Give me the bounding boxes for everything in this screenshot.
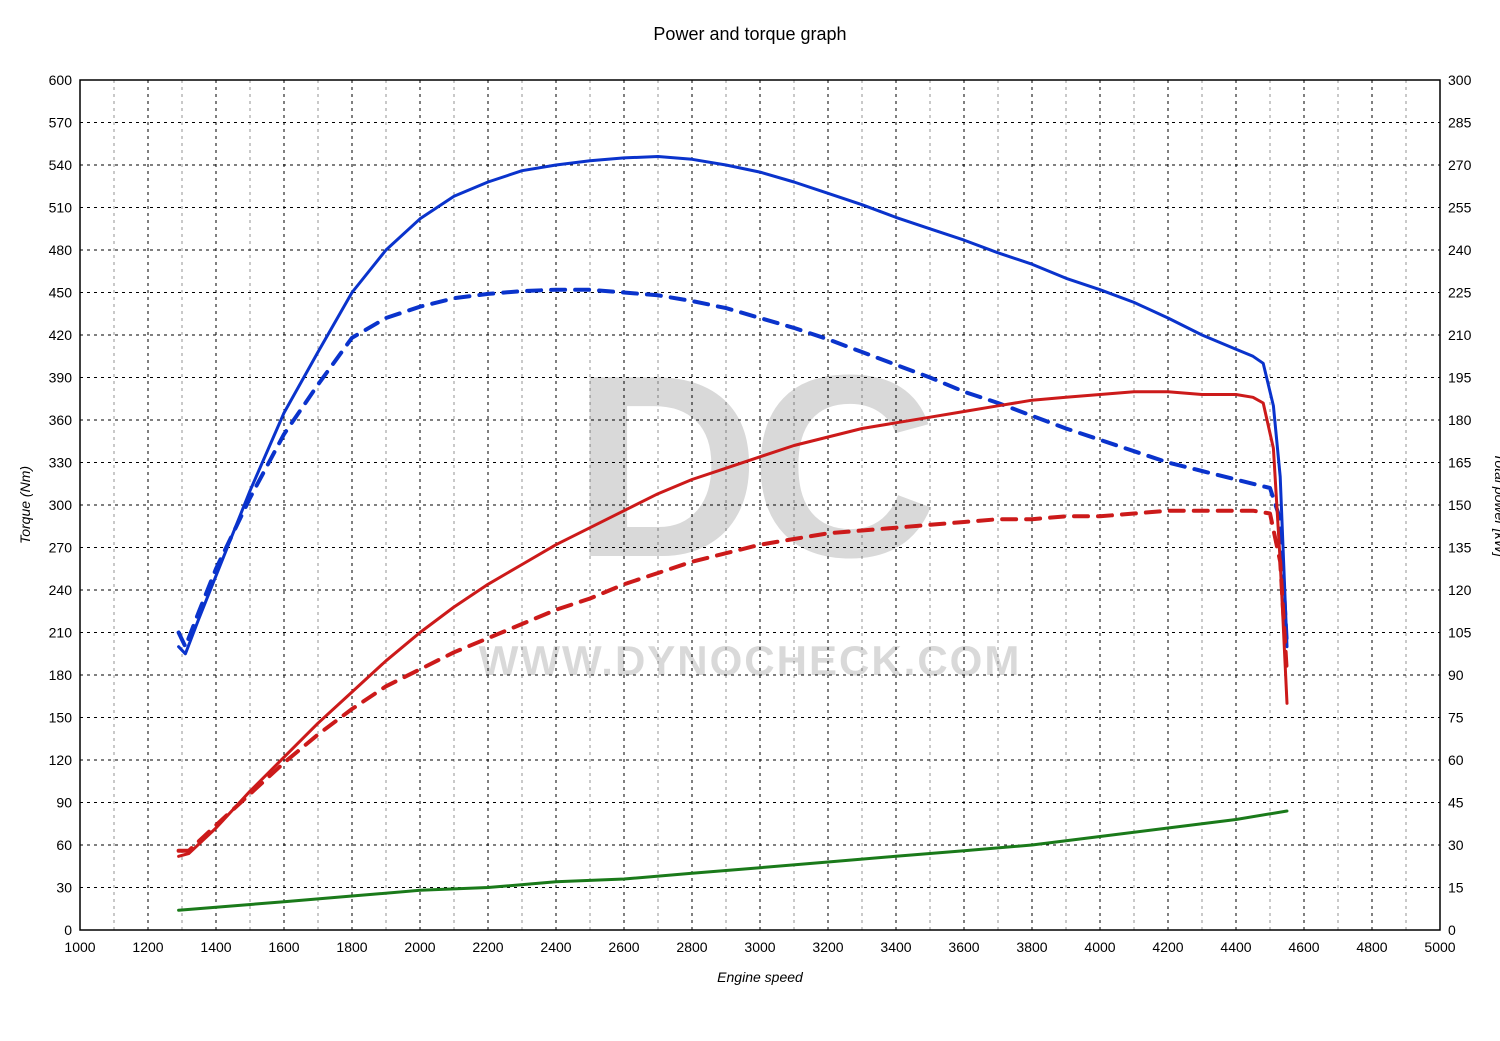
power-torque-chart: DCWWW.DYNOCHECK.COM100012001400160018002… (0, 0, 1500, 1041)
y-right-tick-label: 0 (1448, 922, 1456, 938)
chart-title: Power and torque graph (653, 24, 846, 44)
x-tick-label: 4200 (1152, 939, 1183, 955)
x-tick-label: 2000 (404, 939, 435, 955)
y-right-tick-label: 105 (1448, 625, 1472, 641)
y-right-tick-label: 225 (1448, 285, 1472, 301)
x-tick-label: 1400 (200, 939, 231, 955)
y-right-tick-label: 165 (1448, 455, 1472, 471)
y-left-tick-label: 0 (64, 922, 72, 938)
x-tick-label: 3600 (948, 939, 979, 955)
y-left-axis-label: Torque (Nm) (17, 466, 33, 544)
x-axis-label: Engine speed (717, 969, 804, 985)
x-tick-label: 4600 (1288, 939, 1319, 955)
y-right-tick-label: 120 (1448, 582, 1472, 598)
y-right-tick-label: 60 (1448, 752, 1464, 768)
watermark-url: WWW.DYNOCHECK.COM (479, 637, 1022, 684)
y-left-tick-label: 60 (56, 837, 72, 853)
x-tick-label: 4000 (1084, 939, 1115, 955)
y-right-tick-label: 150 (1448, 497, 1472, 513)
x-tick-label: 1200 (132, 939, 163, 955)
y-left-tick-label: 330 (49, 455, 73, 471)
chart-container: DCWWW.DYNOCHECK.COM100012001400160018002… (0, 0, 1500, 1041)
y-right-tick-label: 285 (1448, 115, 1472, 131)
x-tick-label: 4800 (1356, 939, 1387, 955)
y-right-tick-label: 210 (1448, 327, 1472, 343)
x-tick-label: 1800 (336, 939, 367, 955)
x-tick-label: 1000 (64, 939, 95, 955)
x-tick-label: 2800 (676, 939, 707, 955)
x-tick-label: 3400 (880, 939, 911, 955)
y-left-tick-label: 270 (49, 540, 73, 556)
y-left-tick-label: 450 (49, 285, 73, 301)
x-tick-label: 4400 (1220, 939, 1251, 955)
x-tick-label: 2200 (472, 939, 503, 955)
x-tick-label: 3200 (812, 939, 843, 955)
y-left-tick-label: 360 (49, 412, 73, 428)
y-right-tick-label: 45 (1448, 795, 1464, 811)
watermark-logo: DC (572, 322, 933, 612)
y-right-tick-label: 180 (1448, 412, 1472, 428)
y-left-tick-label: 600 (49, 72, 73, 88)
y-left-tick-label: 150 (49, 710, 73, 726)
x-tick-label: 2400 (540, 939, 571, 955)
y-left-tick-label: 540 (49, 157, 73, 173)
y-left-tick-label: 90 (56, 795, 72, 811)
y-right-tick-label: 240 (1448, 242, 1472, 258)
y-left-tick-label: 300 (49, 497, 73, 513)
y-right-tick-label: 255 (1448, 200, 1472, 216)
y-left-tick-label: 420 (49, 327, 73, 343)
x-tick-label: 5000 (1424, 939, 1455, 955)
y-right-tick-label: 135 (1448, 540, 1472, 556)
x-tick-label: 1600 (268, 939, 299, 955)
y-left-tick-label: 120 (49, 752, 73, 768)
y-left-tick-label: 210 (49, 625, 73, 641)
y-left-tick-label: 390 (49, 370, 73, 386)
y-left-tick-label: 570 (49, 115, 73, 131)
x-tick-label: 2600 (608, 939, 639, 955)
y-left-tick-label: 240 (49, 582, 73, 598)
y-left-tick-label: 30 (56, 880, 72, 896)
x-tick-label: 3000 (744, 939, 775, 955)
y-left-tick-label: 510 (49, 200, 73, 216)
y-right-tick-label: 270 (1448, 157, 1472, 173)
y-right-tick-label: 15 (1448, 880, 1464, 896)
y-right-tick-label: 30 (1448, 837, 1464, 853)
y-right-axis-label: Total power [kW] (1492, 453, 1500, 558)
y-right-tick-label: 195 (1448, 370, 1472, 386)
y-right-tick-label: 90 (1448, 667, 1464, 683)
y-right-tick-label: 75 (1448, 710, 1464, 726)
y-right-tick-label: 300 (1448, 72, 1472, 88)
y-left-tick-label: 180 (49, 667, 73, 683)
y-left-tick-label: 480 (49, 242, 73, 258)
x-tick-label: 3800 (1016, 939, 1047, 955)
